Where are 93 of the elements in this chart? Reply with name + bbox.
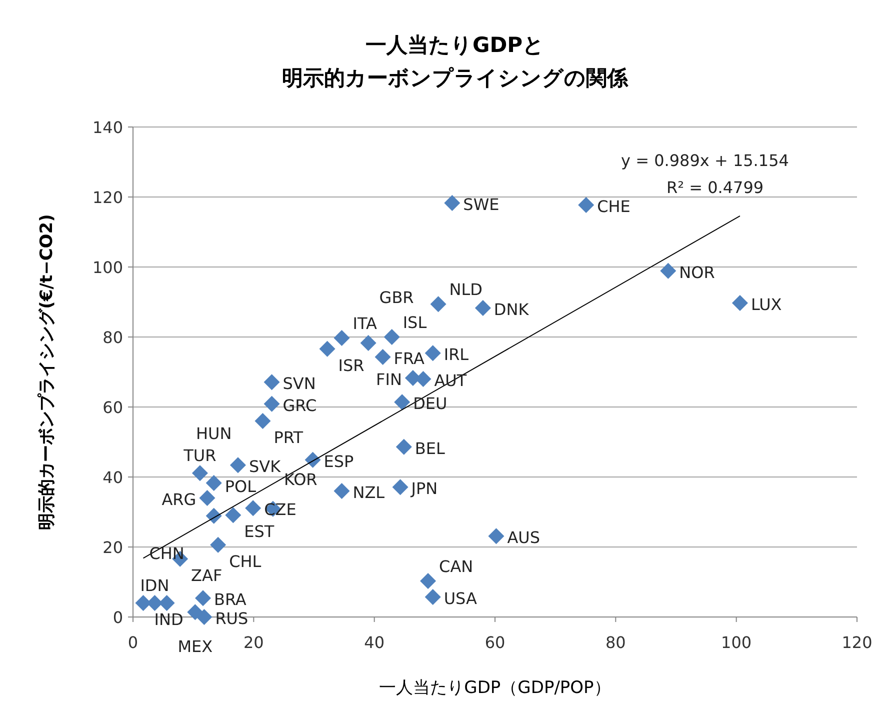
point (264, 396, 280, 412)
point (254, 413, 271, 429)
point (474, 300, 491, 316)
annotation: BEL (414, 438, 445, 458)
annotation: ISR (338, 356, 364, 375)
annotation: LUX (750, 295, 782, 314)
point (732, 295, 748, 312)
annotation: SVN (282, 374, 316, 394)
point (230, 457, 246, 474)
y-axis-title: 明示的カーボンプライシング(€/t−CO2) (37, 214, 57, 530)
y-tick-label: 60 (102, 398, 123, 417)
point (384, 329, 400, 345)
annotation: ISL (402, 313, 427, 332)
y-tick-label: 40 (102, 468, 123, 487)
annotation: SVK (248, 457, 282, 476)
annotation: EST (244, 522, 274, 542)
annotation: USA (444, 589, 478, 608)
point (206, 474, 222, 491)
point (158, 595, 175, 611)
annotation: SWE (463, 194, 500, 214)
x-tick-label: 60 (484, 633, 506, 652)
y-tick-label: 140 (92, 118, 123, 137)
annotation: CAN (439, 556, 474, 576)
annotation: ZAF (191, 566, 222, 585)
point (334, 330, 350, 346)
annotation: ESP (324, 452, 354, 471)
point (264, 374, 280, 390)
annotation: IDN (140, 576, 170, 595)
annotation: R² = 0.4799 (666, 178, 764, 197)
annotation: NLD (449, 280, 482, 300)
y-tick-label: 0 (112, 608, 123, 627)
point (245, 500, 262, 516)
point (394, 394, 410, 410)
annotation: TUR (182, 446, 216, 466)
x-tick-label: 80 (605, 633, 626, 652)
point (424, 589, 441, 606)
point (187, 604, 204, 620)
chart-subtitle: 明示的カーボンプライシングの関係 (282, 66, 629, 90)
point (225, 507, 242, 524)
annotation: CHL (229, 552, 262, 571)
x-tick-label: 120 (842, 633, 872, 652)
annotation: IRL (444, 345, 469, 364)
annotation: IND (154, 610, 184, 629)
point (578, 197, 594, 214)
annotation: y = 0.989x + 15.154 (621, 151, 789, 170)
point (199, 490, 216, 506)
annotation: POL (224, 476, 256, 496)
x-axis-title: 一人当たりGDP（GDP/POP） (379, 678, 611, 698)
x-tick-label: 40 (364, 633, 385, 652)
annotation: CHE (597, 197, 630, 216)
annotation: HUN (196, 424, 232, 443)
point (392, 479, 408, 496)
annotation: KOR (284, 470, 318, 489)
annotation: ITA (352, 314, 378, 334)
point (430, 296, 446, 312)
annotation: AUS (507, 528, 540, 548)
x-tick-label: 20 (243, 633, 264, 652)
annotation: BRA (214, 590, 246, 610)
point (192, 465, 208, 482)
annotation: NOR (679, 262, 715, 282)
annotation: JPN (410, 479, 438, 498)
point (424, 345, 441, 362)
point (374, 348, 391, 365)
point (396, 438, 412, 455)
point (660, 262, 676, 279)
annotation: PRT (274, 428, 304, 447)
point (360, 334, 376, 351)
y-tick-label: 80 (102, 328, 123, 347)
point (334, 483, 350, 499)
point (420, 572, 436, 589)
annotation: RUS (215, 609, 248, 628)
annotation: FRA (394, 348, 424, 368)
annotation: DEU (413, 394, 448, 414)
y-tick-label: 120 (92, 188, 123, 207)
y-tick-label: 100 (92, 258, 123, 277)
annotation: GBR (379, 288, 414, 307)
annotation: ARG (162, 490, 196, 509)
point (444, 194, 460, 211)
chart-title: 一人当たりGDPと (365, 33, 545, 57)
annotation: DNK (494, 300, 530, 319)
point (194, 590, 211, 606)
annotation: MEX (178, 637, 213, 656)
x-tick-label: 100 (721, 633, 752, 652)
annotation: NZL (352, 483, 385, 502)
x-tick-label: 0 (128, 633, 138, 652)
annotation: GRC (282, 396, 317, 415)
annotation: FIN (376, 370, 402, 389)
point (488, 528, 504, 544)
y-tick-label: 20 (102, 538, 123, 557)
point (319, 340, 336, 357)
point (196, 609, 212, 625)
point (304, 452, 321, 468)
point (210, 536, 226, 553)
